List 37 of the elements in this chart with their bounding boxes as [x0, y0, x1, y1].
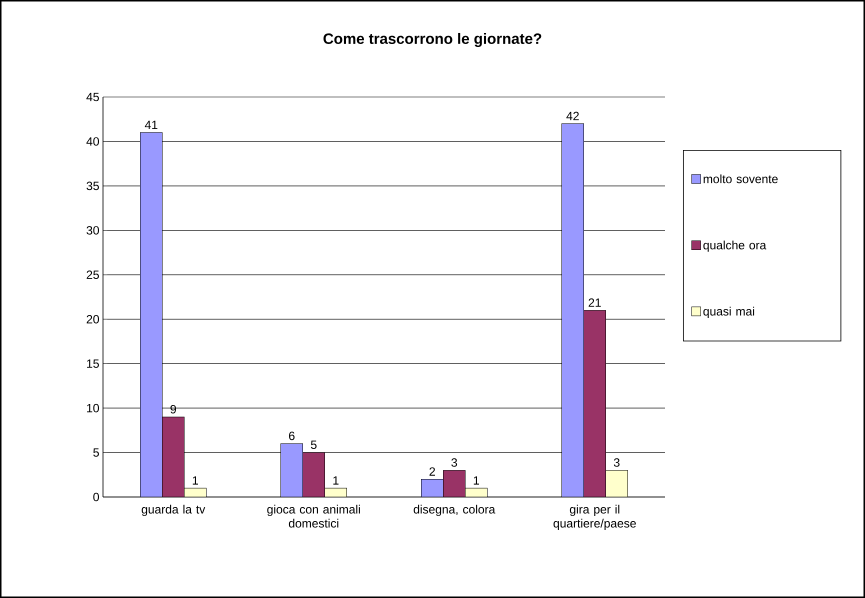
bar	[584, 310, 606, 497]
y-tick-label: 5	[93, 448, 99, 457]
bar	[280, 443, 303, 497]
y-tick-label: 20	[86, 314, 100, 324]
y-tick-label: 10	[87, 404, 100, 412]
chart-title: Come trascorrono le giornate?	[324, 32, 542, 48]
bar	[140, 132, 162, 497]
x-tick-label: gira per il quartiere/paese	[554, 504, 636, 530]
bar	[302, 452, 325, 497]
data-label: 6	[289, 432, 295, 440]
y-tick-label: 40	[86, 137, 100, 146]
data-label: 5	[310, 440, 317, 450]
y-tick-label: 35	[86, 182, 99, 190]
bar	[421, 478, 444, 497]
data-label: 2	[430, 467, 435, 476]
bar	[443, 470, 466, 497]
x-tick-label: guarda la tv	[142, 504, 206, 516]
y-tick-label: 25	[86, 270, 99, 280]
x-tick-label: disegna, colora	[414, 504, 496, 516]
data-label: 3	[451, 458, 458, 467]
y-tick-label: 30	[86, 226, 100, 235]
data-label: 42	[566, 112, 579, 120]
data-label: 41	[144, 120, 158, 130]
legend-label: qualche ora	[703, 240, 766, 252]
y-tick-label: 45	[86, 92, 99, 102]
y-tick-label: 15	[87, 359, 99, 368]
data-label: 3	[614, 458, 620, 467]
data-label: 1	[333, 476, 338, 485]
data-label: 21	[588, 298, 601, 307]
legend-label: molto sovente	[704, 174, 778, 184]
x-tick-label: gioca con animali domestici	[267, 504, 360, 528]
bar	[162, 416, 184, 497]
bar	[562, 123, 584, 497]
data-label: 1	[192, 476, 198, 485]
y-tick-label: 0	[93, 492, 100, 502]
data-label: 1	[474, 476, 480, 485]
legend-label: quasi mai	[703, 306, 754, 318]
